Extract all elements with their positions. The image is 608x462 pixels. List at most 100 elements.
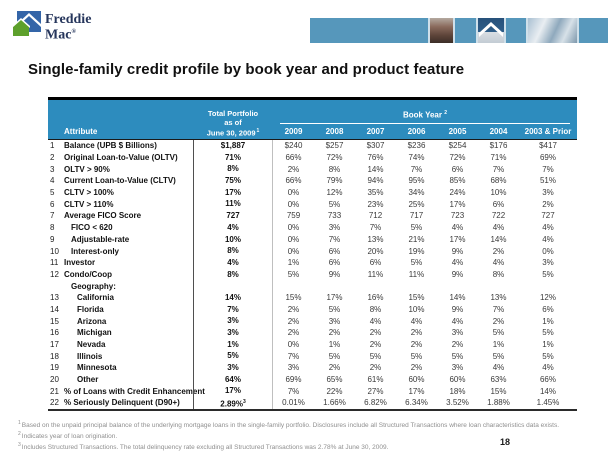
year-value: 2% (492, 316, 505, 326)
row-number: 17 (50, 340, 59, 350)
portfolio-value: 5% (193, 350, 273, 363)
year-value: 66% (285, 153, 302, 163)
year-value: 6% (492, 199, 505, 209)
table-row: 2 Original Loan-to-Value (OLTV) 71% 66% 72% 7… (48, 151, 577, 164)
year-value: 5% (492, 351, 505, 361)
year-value: 5% (410, 258, 423, 268)
year-value: 7% (328, 234, 341, 244)
year-value: 69% (285, 375, 302, 385)
year-value: 9% (328, 269, 341, 279)
year-value: 76% (367, 153, 384, 163)
year-value: 11% (367, 269, 384, 279)
row-label: Nevada (77, 340, 106, 350)
year-value: 16% (367, 293, 384, 303)
year-value: 2% (410, 363, 423, 373)
year-value: $240 (284, 141, 303, 151)
table-body: 1 Balance (UPB $ Billions) $1,887 $240 $257 $… (48, 140, 577, 409)
year-value: 4% (451, 223, 464, 233)
year-value: 13% (490, 293, 507, 303)
year-value: 2% (328, 363, 341, 373)
year-value: $254 (448, 141, 467, 151)
portfolio-value: 8% (193, 245, 273, 257)
table-row: 3 OLTV > 90% 8% 2% 8% 14% 7% 6% 7% 7% (48, 163, 577, 176)
year-value: 6% (328, 246, 341, 256)
year-column-header: 2004 (489, 127, 508, 136)
year-value: 5% (542, 351, 554, 361)
year-value: 0% (287, 340, 300, 350)
year-value: 5% (328, 351, 341, 361)
row-number: 18 (50, 351, 59, 361)
row-number: 16 (50, 328, 59, 338)
year-value: $176 (489, 141, 508, 151)
table-row: 14 Florida 7% 2% 5% 8% 10% 9% 7% 6% (48, 303, 577, 316)
registered-mark: ® (71, 29, 76, 35)
year-value: 2% (369, 340, 382, 350)
portfolio-value (193, 280, 273, 292)
year-value: 66% (285, 176, 302, 186)
year-column-header: 2003 & Prior (524, 127, 572, 136)
year-column-header: 2009 (284, 127, 303, 136)
portfolio-value: 8% (193, 268, 273, 281)
table-row: 20 Other 64% 69% 65% 61% 60% 60% 63% 66% (48, 373, 577, 386)
year-value: 2% (328, 328, 341, 338)
year-value: 5% (410, 223, 423, 233)
row-number: 3 (50, 164, 55, 174)
year-value: 24% (449, 188, 466, 198)
year-value: 4% (451, 316, 464, 326)
year-value: 1% (492, 340, 505, 350)
year-value: 727 (541, 211, 555, 221)
year-value: 17% (449, 199, 466, 209)
year-value: $257 (325, 141, 344, 151)
year-value: 15% (490, 386, 507, 396)
year-value: 5% (492, 328, 505, 338)
freddie-mac-logo: Freddie Mac® (12, 10, 91, 42)
year-value: $417 (539, 141, 557, 151)
year-value: 3% (287, 363, 300, 373)
portfolio-value: 75% (193, 175, 273, 187)
year-value: 2% (410, 340, 423, 350)
table-row: 7 Average FICO Score 727 759 733 712 717 723 722… (48, 210, 577, 222)
portfolio-value: 3% (193, 362, 273, 374)
table-row: 13 California 14% 15% 17% 16% 15% 14% 13% 12% (48, 291, 577, 304)
year-value: 2% (287, 328, 300, 338)
year-value: 4% (369, 316, 382, 326)
portfolio-value: 14% (193, 291, 273, 304)
year-value: 4% (542, 234, 554, 244)
year-value: 10% (408, 304, 425, 314)
row-number: 13 (50, 293, 59, 303)
year-value: 9% (451, 304, 464, 314)
portfolio-value: 2.89%3 (193, 397, 273, 409)
year-value: 3% (328, 223, 341, 233)
year-value: 0% (542, 246, 554, 256)
row-label: OLTV > 90% (64, 164, 110, 174)
year-value: 72% (449, 153, 466, 163)
table-row: 1 Balance (UPB $ Billions) $1,887 $240 $257 $… (48, 140, 577, 152)
year-value: 14% (490, 234, 507, 244)
portfolio-value: 71% (193, 151, 273, 164)
year-column-header: 2008 (325, 127, 344, 136)
table-row: 12 Condo/Coop 8% 5% 9% 11% 11% 9% 8% 5% (48, 268, 577, 281)
row-label: Current Loan-to-Value (CLTV) (64, 176, 176, 186)
year-column-header: 2007 (366, 127, 385, 136)
table-row: 21% of Loans with Credit Enhancement 17% 7… (48, 385, 577, 398)
year-value: 4% (492, 223, 505, 233)
year-value: 94% (367, 176, 384, 186)
photo-banner (310, 18, 608, 43)
year-value: 1% (328, 340, 341, 350)
row-label: Arizona (77, 316, 107, 326)
year-value: 4% (542, 223, 554, 233)
year-value: 68% (490, 176, 507, 186)
year-value: 11% (408, 269, 425, 279)
portfolio-value: 64% (193, 373, 273, 386)
book-year-underline (280, 123, 570, 124)
freddie-mac-house-icon (12, 11, 41, 36)
year-value: 21% (408, 234, 425, 244)
portfolio-value: 7% (193, 303, 273, 316)
page-number: 18 (500, 437, 511, 447)
year-value: 3% (542, 188, 554, 198)
year-value: 6% (328, 258, 341, 268)
row-label: Illinois (77, 351, 103, 361)
row-number: 22 (50, 398, 59, 408)
year-value: 6% (369, 258, 382, 268)
year-value: 1% (287, 258, 300, 268)
